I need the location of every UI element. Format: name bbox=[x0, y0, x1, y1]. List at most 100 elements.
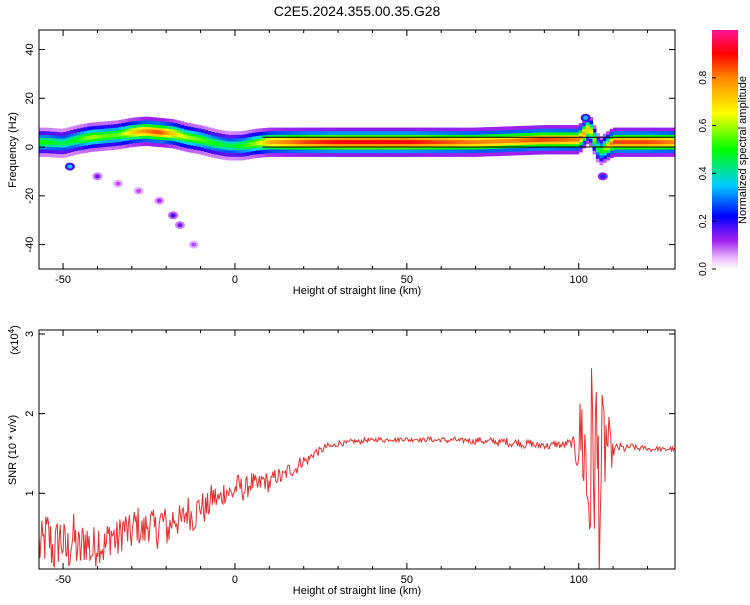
spectrogram-cell bbox=[620, 140, 624, 145]
spectrogram-cell bbox=[647, 140, 652, 145]
spectrogram-cell bbox=[362, 140, 367, 145]
spectrogram-cell bbox=[544, 137, 549, 142]
spectrogram-cell bbox=[262, 140, 267, 145]
spectrogram-cell bbox=[437, 140, 442, 145]
spectrogram-cell bbox=[654, 140, 659, 145]
x-tick-label: 50 bbox=[401, 274, 413, 286]
spectrogram-cell bbox=[118, 132, 123, 137]
spectrogram-cell bbox=[307, 140, 312, 145]
spectrogram-cell bbox=[279, 140, 284, 145]
spectrogram-spot-core bbox=[191, 242, 197, 247]
colorbar: 0.0 0.2 0.4 0.6 0.8 Normalized spectral ampl… bbox=[698, 30, 749, 276]
spectrogram-cell bbox=[217, 142, 222, 147]
spectrogram-cell bbox=[516, 138, 521, 143]
spectrogram-cell bbox=[186, 135, 191, 140]
spectrogram-cell bbox=[537, 138, 542, 142]
spectrogram-cell bbox=[375, 140, 380, 145]
spectrogram-cell bbox=[90, 135, 95, 140]
y-tick-label: 1 bbox=[24, 490, 36, 496]
spectrogram-cell bbox=[379, 140, 384, 145]
x-tick-label: 100 bbox=[570, 574, 588, 586]
snr-frame bbox=[38, 329, 676, 570]
spectrogram-cell bbox=[444, 140, 449, 145]
spectrogram-cell bbox=[592, 137, 597, 142]
spectrogram-cell bbox=[575, 137, 580, 142]
spectrogram-heatmap bbox=[39, 113, 675, 249]
spectrogram-cell bbox=[410, 140, 415, 145]
snr-ylabel: SNR (10 * v/v) bbox=[7, 415, 19, 485]
spectrogram-cell bbox=[190, 136, 195, 141]
spectrogram-cell bbox=[448, 140, 453, 145]
spectrogram-cell bbox=[42, 140, 47, 145]
spectrogram-cell bbox=[451, 140, 456, 145]
spectrogram-cell bbox=[482, 139, 487, 144]
spectrogram-spot-core bbox=[177, 223, 183, 228]
spectrogram-spot-core bbox=[600, 174, 606, 179]
spectrogram-cell bbox=[434, 140, 439, 145]
spectrogram-layer bbox=[39, 127, 675, 153]
spectrogram-cell bbox=[650, 140, 655, 145]
snr-series-line bbox=[39, 368, 675, 569]
spectrogram-cell bbox=[142, 129, 147, 134]
spectrogram-cell bbox=[314, 140, 318, 145]
spectrogram-cell bbox=[345, 140, 349, 145]
spectrogram-cell bbox=[63, 141, 68, 145]
spectrogram-cell bbox=[640, 140, 645, 145]
spectrogram-cell bbox=[547, 137, 552, 142]
spectrogram-cell bbox=[149, 129, 153, 134]
spectrogram-spot-core bbox=[67, 164, 73, 169]
spectrogram-cell bbox=[241, 143, 246, 148]
snr-xlabel: Height of straight line (km) bbox=[293, 585, 421, 597]
spectrogram-spot-core bbox=[156, 198, 162, 203]
spectrogram-cell bbox=[259, 141, 263, 145]
spectrogram-cell bbox=[427, 140, 432, 145]
spectrogram-cell bbox=[513, 138, 518, 143]
spectrogram-cell bbox=[393, 140, 398, 145]
spectrogram-cell bbox=[571, 137, 576, 142]
spectrogram-cell bbox=[530, 138, 535, 143]
spectrogram-cell bbox=[324, 140, 329, 145]
spectrogram-cell bbox=[310, 140, 315, 145]
spectrogram-cell bbox=[503, 139, 508, 144]
spectrogram-cell bbox=[585, 127, 590, 132]
y-tick-label: 3 bbox=[24, 331, 36, 337]
spectrogram-cell bbox=[406, 140, 411, 145]
spectrogram-cell bbox=[207, 140, 212, 144]
spectrogram-cell bbox=[540, 137, 545, 142]
spectrogram-cell bbox=[479, 140, 483, 144]
spectrogram-cell bbox=[606, 143, 611, 148]
spectrogram-cell bbox=[162, 130, 167, 135]
spectrogram-cell bbox=[138, 129, 143, 134]
spectrogram-cell bbox=[169, 131, 174, 136]
spectrogram-cell bbox=[382, 140, 387, 145]
spectrogram-cell bbox=[644, 140, 649, 145]
spectrogram-cell bbox=[293, 140, 298, 145]
spectrogram-cell bbox=[39, 140, 43, 145]
spectrogram-cell bbox=[668, 140, 673, 145]
spectrogram-cell bbox=[228, 143, 233, 148]
y-tick-label: 20 bbox=[24, 92, 36, 104]
spectrogram-cell bbox=[131, 130, 136, 135]
spectrogram-cell bbox=[97, 134, 102, 139]
spectrogram-cell bbox=[527, 138, 532, 143]
spectrogram-cell bbox=[351, 140, 356, 145]
spectrogram-cell bbox=[52, 140, 57, 145]
spectrogram-cell bbox=[565, 137, 569, 142]
spectrogram-cell bbox=[320, 140, 325, 145]
snr-multiplier: (x104) bbox=[7, 325, 21, 355]
spectrogram-cell bbox=[637, 140, 642, 145]
spectrogram-cell bbox=[286, 140, 291, 145]
spectrogram-cell bbox=[589, 129, 594, 134]
spectrogram-cell bbox=[492, 139, 497, 144]
spectrogram-cell bbox=[276, 140, 281, 145]
x-tick-label: 0 bbox=[232, 274, 238, 286]
spectrogram-cell bbox=[465, 140, 470, 145]
spectrogram-cell bbox=[193, 136, 198, 141]
spectrogram-spot-core bbox=[115, 181, 121, 186]
spectrogram-cell bbox=[558, 137, 563, 142]
colorbar-gradient bbox=[712, 30, 738, 269]
spectrogram-cell bbox=[238, 143, 243, 148]
spectrogram-cell bbox=[369, 140, 373, 145]
spectrogram-cell bbox=[413, 140, 418, 145]
spectrogram-spot-core bbox=[583, 115, 589, 120]
